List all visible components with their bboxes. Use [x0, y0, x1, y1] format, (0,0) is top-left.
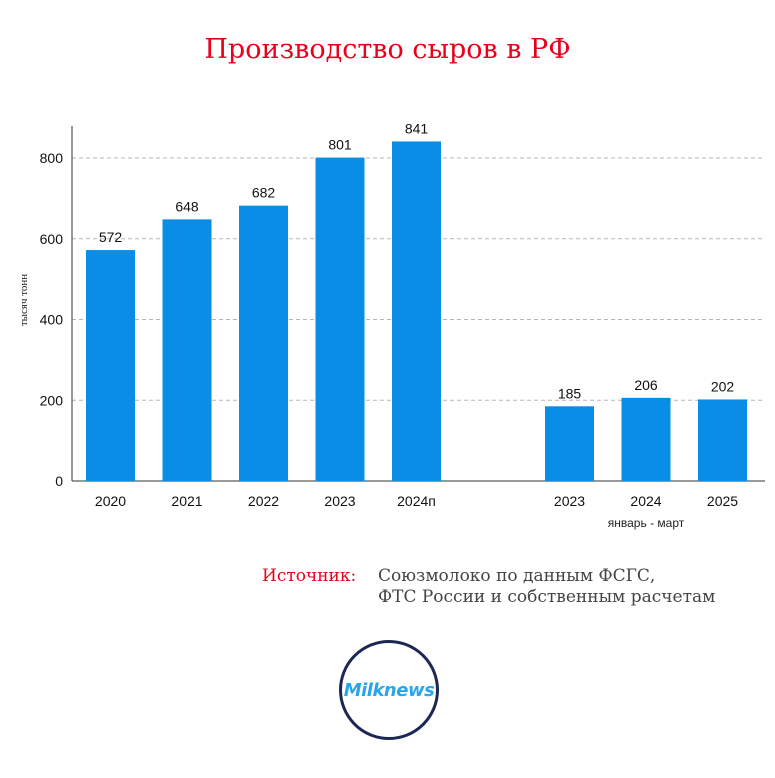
- source-line-1: Союзмолоко по данным ФСГС,: [378, 566, 656, 586]
- bar: [698, 399, 747, 481]
- x-tick-label: 2021: [171, 493, 202, 509]
- bars: [86, 141, 747, 482]
- chart-title: Производство сыров в РФ: [204, 34, 571, 65]
- labels: 0 200 400 600 800 572 2020 648 2021 682 2022 801 202…: [40, 120, 739, 509]
- bar: [162, 219, 212, 481]
- bar: [545, 406, 594, 481]
- x-tick-label: 2025: [707, 493, 738, 509]
- data-label: 572: [99, 229, 123, 245]
- y-axis-label: тысяч тонн: [18, 274, 30, 326]
- milknews-logo: Milknews: [339, 640, 439, 740]
- x-tick-label: 2024: [630, 493, 661, 509]
- data-label: 648: [175, 198, 199, 214]
- y-tick-label: 600: [40, 231, 64, 247]
- source-label: Источник:: [262, 566, 357, 586]
- source-line-2: ФТС России и собственным расчетам: [378, 587, 716, 607]
- x-tick-label: 2024п: [397, 493, 436, 509]
- data-label: 206: [634, 377, 658, 393]
- data-label: 801: [328, 137, 352, 153]
- bar: [315, 157, 365, 481]
- x-tick-label: 2022: [248, 493, 279, 509]
- bar: [621, 397, 671, 481]
- data-label: 202: [711, 378, 735, 394]
- y-tick-label: 800: [40, 150, 64, 166]
- y-tick-label: 200: [40, 392, 64, 408]
- bar: [86, 250, 135, 481]
- bar-chart: 0 200 400 600 800 572 2020 648 2021 682 2022 801 202…: [18, 120, 765, 530]
- data-label: 682: [252, 185, 276, 201]
- bar: [239, 205, 288, 481]
- group-label: январь - март: [608, 516, 685, 530]
- x-tick-label: 2020: [95, 493, 126, 509]
- bar: [392, 141, 441, 482]
- x-tick-label: 2023: [324, 493, 355, 509]
- data-label: 841: [405, 120, 429, 136]
- source-text: Союзмолоко по данным ФСГС, ФТС России и …: [378, 566, 715, 608]
- logo-text: Milknews: [343, 679, 435, 701]
- x-tick-label: 2023: [554, 493, 585, 509]
- data-label: 185: [558, 385, 582, 401]
- y-tick-label: 400: [40, 312, 64, 328]
- y-tick-label: 0: [55, 473, 63, 489]
